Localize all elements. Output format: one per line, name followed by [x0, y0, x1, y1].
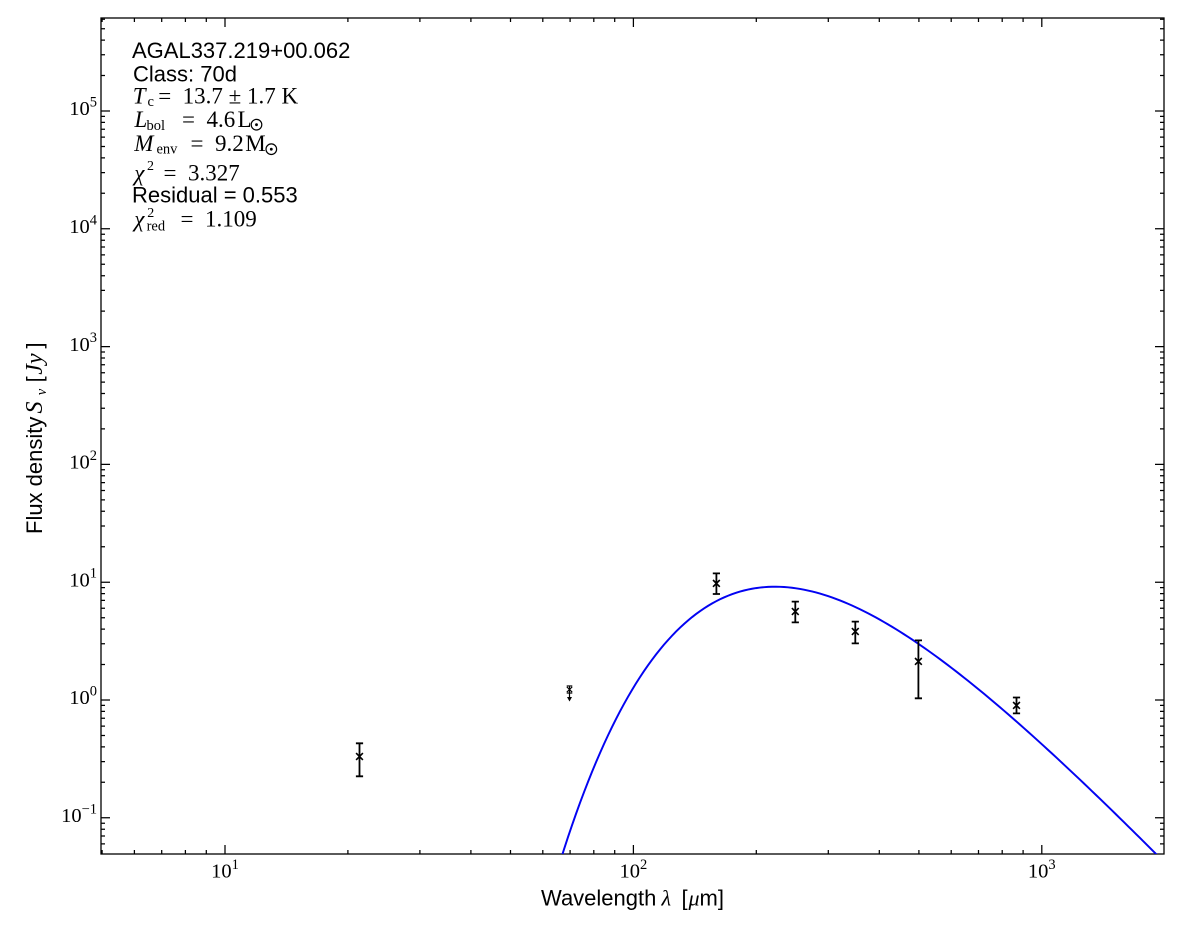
svg-text:101: 101: [69, 566, 97, 592]
svg-text:χ2= 3.327: χ 2 = 3.327: [132, 159, 239, 186]
svg-text:10−1: 10−1: [61, 801, 97, 827]
svg-text:AGAL337.219+00.062: AGAL337.219+00.062: [132, 38, 350, 63]
svg-text:Lbol= 4.6L: Lbol = 4.6L: [134, 107, 252, 134]
svg-text:103: 103: [1028, 857, 1056, 882]
svg-text:102: 102: [620, 857, 648, 882]
svg-text:104: 104: [69, 212, 98, 238]
svg-text:100: 100: [69, 684, 97, 710]
svg-text:Tc= 13.7 ± 1.7 K: Tc = 13.7 ± 1.7 K: [133, 84, 299, 110]
svg-text:Flux densitySν[Jy]: Flux densitySν[Jy]: [22, 342, 50, 534]
svg-text:103: 103: [69, 330, 97, 356]
svg-text:Residual = 0.553: Residual = 0.553: [132, 183, 298, 208]
svg-text:Class: 70d: Class: 70d: [133, 62, 237, 87]
svg-text:105: 105: [69, 95, 97, 121]
svg-text:101: 101: [211, 857, 239, 882]
svg-text:102: 102: [69, 448, 97, 474]
